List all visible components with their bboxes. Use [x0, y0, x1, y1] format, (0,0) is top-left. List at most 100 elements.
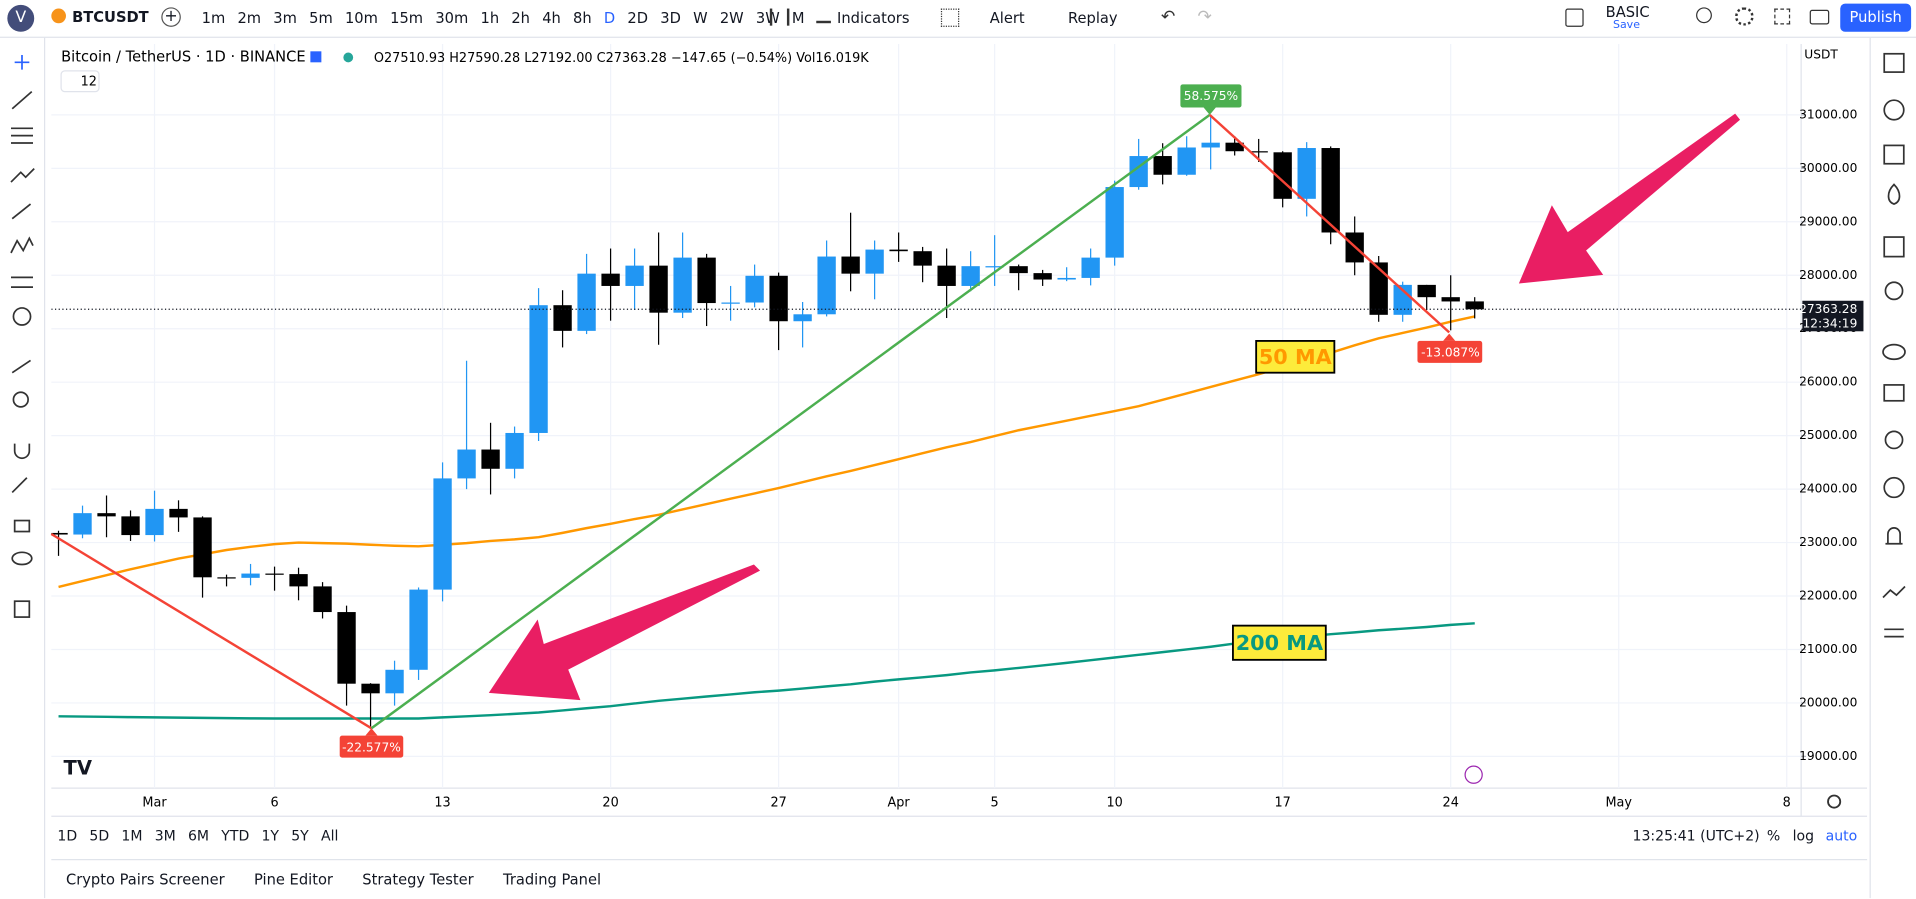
templates-button[interactable]: [940, 8, 960, 27]
log-toggle[interactable]: log: [1792, 827, 1815, 845]
range-button[interactable]: All: [320, 827, 339, 845]
interval-button[interactable]: 15m: [390, 9, 424, 27]
interval-button[interactable]: 1m: [201, 9, 226, 27]
range-button[interactable]: YTD: [221, 827, 250, 845]
legend-ohlc: O27510.93 H27590.28 L27192.00 C27363.28 …: [374, 51, 869, 66]
calendar[interactable]: [1883, 236, 1905, 258]
interval-button[interactable]: W: [693, 9, 708, 27]
interval-button[interactable]: 3m: [273, 9, 297, 27]
interval-button[interactable]: 1h: [480, 9, 500, 27]
candle-body: [1273, 152, 1292, 199]
interval-button[interactable]: 5m: [309, 9, 333, 27]
zoom-tool[interactable]: [12, 391, 29, 408]
candle-body: [1177, 147, 1196, 175]
events-icon[interactable]: [1464, 765, 1483, 784]
chats[interactable]: [1883, 384, 1905, 402]
range-button[interactable]: 1M: [121, 827, 143, 845]
range-button[interactable]: 6M: [187, 827, 210, 845]
measure-tool[interactable]: [10, 276, 33, 289]
settings-button[interactable]: [1735, 7, 1754, 26]
interval-button[interactable]: 2W: [719, 9, 744, 27]
redo-button[interactable]: ↷: [1197, 7, 1212, 27]
panel-tab[interactable]: Crypto Pairs Screener: [65, 871, 225, 889]
fullscreen-button[interactable]: [1774, 8, 1791, 25]
cross-tool[interactable]: [14, 54, 30, 70]
broadcast[interactable]: [1883, 476, 1905, 499]
brush-tool[interactable]: [11, 203, 32, 220]
replay-button[interactable]: Replay: [1067, 9, 1118, 27]
pink-arrow[interactable]: [488, 564, 761, 701]
annotation-box[interactable]: [1232, 624, 1327, 661]
currency-label[interactable]: USDT: [1804, 47, 1838, 61]
interval-button[interactable]: 8h: [573, 9, 592, 27]
tv-logo[interactable]: TV: [64, 757, 93, 780]
range-button[interactable]: 3M: [154, 827, 176, 845]
measure-label: -13.087%: [1421, 346, 1480, 360]
emoji-tool[interactable]: [12, 307, 32, 326]
y-tick-label: 25000.00: [1799, 428, 1857, 442]
symbol[interactable]: BTCUSDT: [72, 8, 149, 26]
streams[interactable]: [1882, 343, 1906, 361]
interval-button[interactable]: 4h: [542, 9, 561, 27]
auto-toggle[interactable]: auto: [1825, 827, 1858, 845]
interval-button[interactable]: 3D: [660, 9, 681, 27]
interval-button[interactable]: 2m: [237, 9, 262, 27]
chart-type-button[interactable]: [769, 8, 790, 26]
lock-tool[interactable]: [13, 519, 31, 533]
interval-button[interactable]: M: [791, 9, 805, 27]
projection-tool[interactable]: [10, 236, 34, 254]
publish-button[interactable]: Publish: [1840, 3, 1912, 32]
interval-button[interactable]: 30m: [435, 9, 469, 27]
percent-toggle[interactable]: %: [1766, 827, 1781, 845]
candle-body: [961, 266, 980, 286]
snapshot-button[interactable]: [1809, 9, 1830, 25]
interval-button[interactable]: 3W: [755, 9, 780, 27]
save-label[interactable]: Save: [1612, 19, 1640, 32]
indicator-count-box[interactable]: [60, 70, 100, 93]
panel-tab[interactable]: Trading Panel: [503, 871, 602, 889]
notifications[interactable]: [1885, 527, 1903, 545]
fib-tool[interactable]: [10, 127, 33, 144]
compare-button[interactable]: +: [161, 7, 181, 27]
pink-arrow[interactable]: [1518, 113, 1741, 284]
undo-button[interactable]: ↶: [1160, 7, 1176, 27]
range-button[interactable]: 1Y: [261, 827, 280, 845]
dom[interactable]: [1884, 628, 1904, 638]
avatar[interactable]: V: [7, 4, 35, 32]
delete-tool[interactable]: [13, 600, 31, 618]
search-button[interactable]: [1696, 7, 1712, 24]
panel-tab[interactable]: Strategy Tester: [362, 871, 474, 889]
watchlist[interactable]: [1883, 52, 1905, 73]
range-button[interactable]: 5D: [89, 827, 110, 845]
range-button[interactable]: 1D: [57, 827, 78, 845]
interval-button[interactable]: 2D: [627, 9, 649, 27]
interval-button[interactable]: 2h: [511, 9, 530, 27]
ruler-tool[interactable]: [11, 359, 32, 374]
axis-settings[interactable]: [1827, 794, 1842, 809]
interval-button[interactable]: 10m: [344, 9, 378, 27]
hide-tool[interactable]: [11, 551, 33, 566]
trend-line-down[interactable]: [1208, 113, 1451, 334]
layout-name[interactable]: BASIC: [1605, 3, 1650, 21]
range-button[interactable]: 5Y: [291, 827, 309, 845]
data-window[interactable]: [1883, 144, 1905, 165]
ideas[interactable]: [1884, 281, 1904, 301]
pattern-tool[interactable]: [10, 168, 35, 183]
trend-line-down[interactable]: [50, 532, 373, 730]
hotlist[interactable]: [1887, 183, 1901, 205]
magnet-tool[interactable]: [13, 443, 31, 460]
trend-tool[interactable]: [11, 91, 33, 110]
panel-tab[interactable]: Pine Editor: [253, 871, 333, 889]
tips[interactable]: [1884, 430, 1904, 450]
alerts[interactable]: [1883, 99, 1905, 121]
fullscreen-toggle[interactable]: [1565, 8, 1584, 27]
annotation-box[interactable]: [1255, 340, 1336, 374]
trend-line-up[interactable]: [370, 113, 1211, 730]
alert-button[interactable]: Alert: [989, 9, 1025, 27]
interval-button[interactable]: D: [603, 9, 616, 27]
measure-label: -22.577%: [342, 740, 401, 754]
measure-pointer: [1203, 107, 1216, 115]
lock-drawings[interactable]: [11, 477, 28, 494]
indicators-button[interactable]: Indicators: [816, 10, 909, 27]
trading[interactable]: [1882, 585, 1906, 599]
